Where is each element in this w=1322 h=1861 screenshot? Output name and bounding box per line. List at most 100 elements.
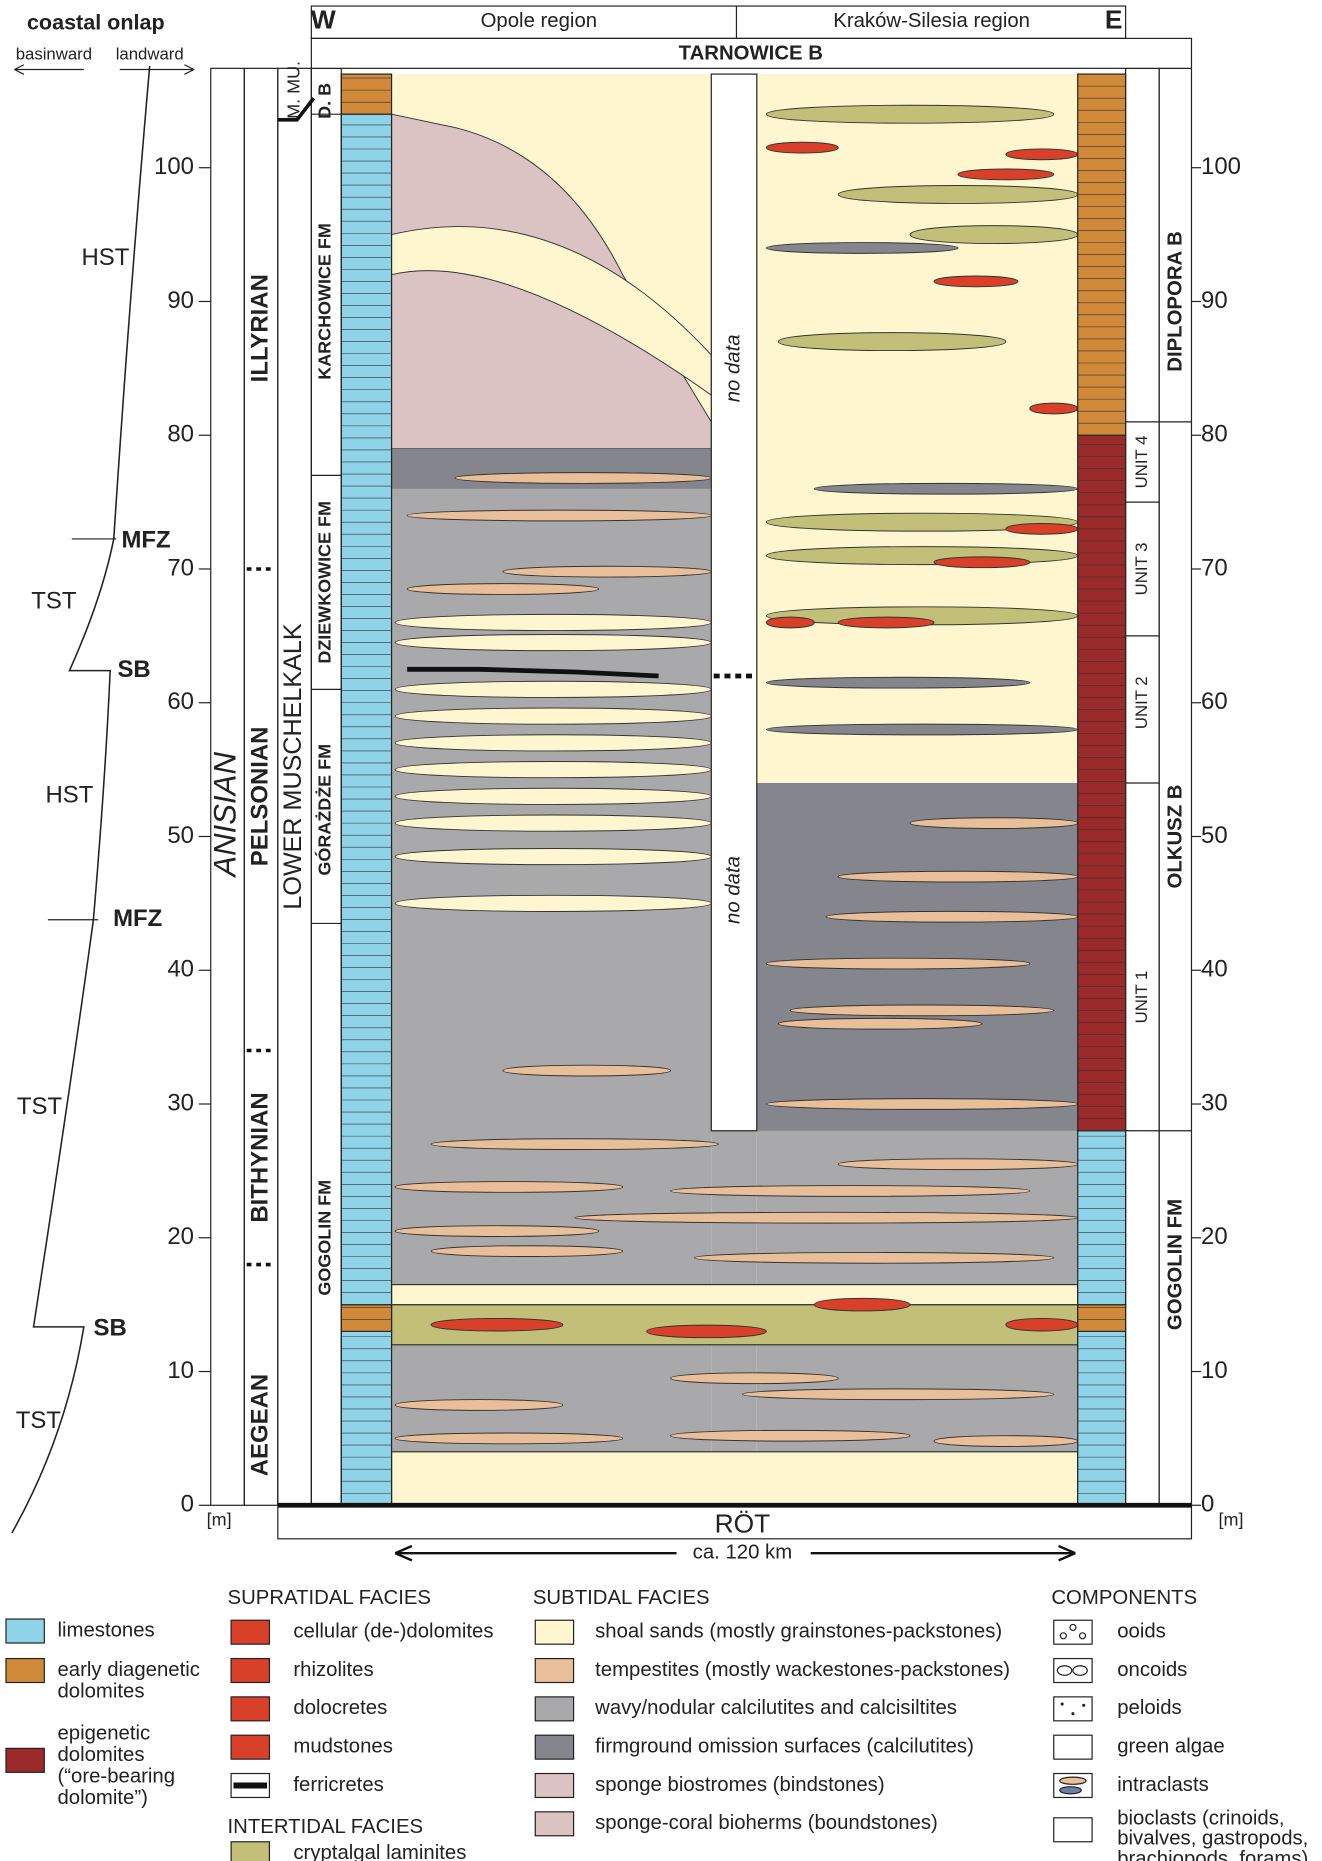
lithology-column (1077, 1304, 1127, 1332)
lithology-column (340, 113, 393, 1306)
legend-text: dolomite”) (57, 1787, 147, 1809)
y-tick-label: 70 (167, 554, 194, 581)
tempestite-lens (765, 1098, 1079, 1110)
legend-heading: INTERTIDAL FACIES (228, 1816, 424, 1838)
y-tick-label: 70 (1201, 554, 1228, 581)
label: Kraków-Silesia region (833, 10, 1030, 32)
mudstone-lens (646, 1324, 767, 1339)
cryptalgal-lens (909, 225, 1079, 245)
sequence-label: HST (46, 782, 94, 809)
legend-swatch (230, 1696, 271, 1722)
system-label: ANISIAN (208, 752, 243, 879)
unit-label: UNIT 1 (1132, 971, 1151, 1024)
unit-label: UNIT 3 (1132, 543, 1151, 596)
tempestite-lens (741, 1388, 1055, 1401)
shoal-lens (394, 787, 712, 805)
legend-heading: COMPONENTS (1051, 1587, 1197, 1609)
shoal-lens (394, 848, 712, 866)
top-bed-box (310, 37, 1193, 69)
legend-swatch (534, 1734, 575, 1760)
legend-swatch (230, 1657, 271, 1684)
firmground-lens (813, 482, 1079, 495)
cryptalgal-lens (837, 185, 1079, 204)
legend-text: cellular (de-)dolomites (293, 1621, 493, 1643)
tempestite-lens (394, 1432, 624, 1445)
mudstone-lens (933, 275, 1019, 288)
legend-text: (“ore-bearing (57, 1765, 175, 1787)
tempestite-lens (670, 1372, 839, 1385)
oncoid-symbol (1072, 1665, 1088, 1676)
y-tick-label: 100 (154, 153, 194, 180)
y-tick-label: 90 (167, 287, 194, 314)
onlap-arrows (14, 64, 195, 75)
legend-swatch (230, 1619, 271, 1645)
ooid-symbol (1059, 1632, 1067, 1640)
formation-label: DZIEWKOWICE FM (314, 501, 334, 664)
landward-label: landward (116, 45, 184, 64)
onlap-curve (11, 65, 151, 1534)
tempestite-lens (825, 910, 1079, 923)
tempestite-lens (933, 1435, 1079, 1447)
legend-swatch (534, 1696, 575, 1722)
lithology-column (1077, 434, 1127, 1132)
lithology-column (340, 1304, 393, 1332)
y-tick-label: 100 (1201, 153, 1241, 180)
oncoid-symbol (1056, 1665, 1073, 1676)
tempestite-lens (394, 1399, 564, 1411)
tempestite-lens (502, 565, 712, 578)
peloid-symbol (1060, 1702, 1064, 1706)
mudstone-lens (837, 616, 935, 629)
shoal-lens (394, 814, 712, 832)
sequence-label: TST (16, 1407, 62, 1434)
legend-swatch (230, 1841, 271, 1861)
tempestite-lens (406, 583, 600, 595)
legend-swatch (534, 1772, 575, 1799)
cryptalgal-lens (765, 104, 1055, 124)
formation-label: GOGOLIN FM (314, 1180, 334, 1296)
mudstone-lens (765, 141, 839, 154)
intraclast-symbol (1059, 1786, 1082, 1795)
sequence-label: SB (94, 1315, 127, 1342)
upper-shoal (756, 74, 1078, 783)
shoal-bed (390, 1451, 1079, 1506)
y-tick-label: 60 (1201, 688, 1228, 715)
tempestite-lens (670, 1185, 1031, 1197)
tempestite-lens (694, 1251, 1055, 1264)
tempestite-lens (454, 472, 712, 484)
legend-text: sponge-coral bioherms (boundstones) (595, 1812, 938, 1834)
unit-label: [m] (1219, 1510, 1244, 1530)
y-tick-label: 20 (167, 1223, 194, 1250)
tempestite-lens (765, 957, 1031, 970)
y-tick-label: 90 (1201, 287, 1228, 314)
y-tick-label: 80 (1201, 421, 1228, 448)
label: E (1105, 5, 1123, 35)
no-data-label: no data (722, 856, 744, 924)
legend-text: cryptalgal laminites (293, 1842, 466, 1861)
sequence-label: SB (117, 656, 150, 683)
sequence-label: TST (31, 588, 77, 615)
legend-text: dolomites (57, 1680, 144, 1702)
shoal-lens (394, 894, 712, 912)
legend-text: wavy/nodular calcilutites and calcisilti… (594, 1697, 957, 1719)
mudstone-lens (813, 1297, 911, 1312)
y-tick-label: 0 (1201, 1491, 1214, 1518)
cryptalgal-lens (777, 332, 1007, 352)
legend-text: ooids (1117, 1621, 1166, 1643)
shoal-lens (394, 613, 712, 632)
shoal-lens (394, 634, 712, 652)
legend-text: brachiopods, forams) (1117, 1848, 1308, 1861)
intraclast-symbol (1059, 1776, 1087, 1785)
tempestite-lens (789, 1004, 1055, 1017)
legend-text: bivalves, gastropods, (1117, 1828, 1308, 1850)
shoal-bed (390, 1283, 1079, 1306)
legend-swatch (5, 1747, 45, 1773)
legend-text: sponge biostromes (bindstones) (595, 1774, 885, 1796)
label: ca. 120 km (693, 1542, 793, 1564)
tempestite-lens (777, 1017, 983, 1030)
y-tick-label: 40 (1201, 956, 1228, 983)
legend-swatch (230, 1734, 271, 1760)
cryptalgal-lens (765, 546, 1079, 566)
legend-text: rhizolites (293, 1659, 373, 1681)
tempestite-lens (394, 1225, 600, 1237)
y-tick-label: 20 (1201, 1223, 1228, 1250)
